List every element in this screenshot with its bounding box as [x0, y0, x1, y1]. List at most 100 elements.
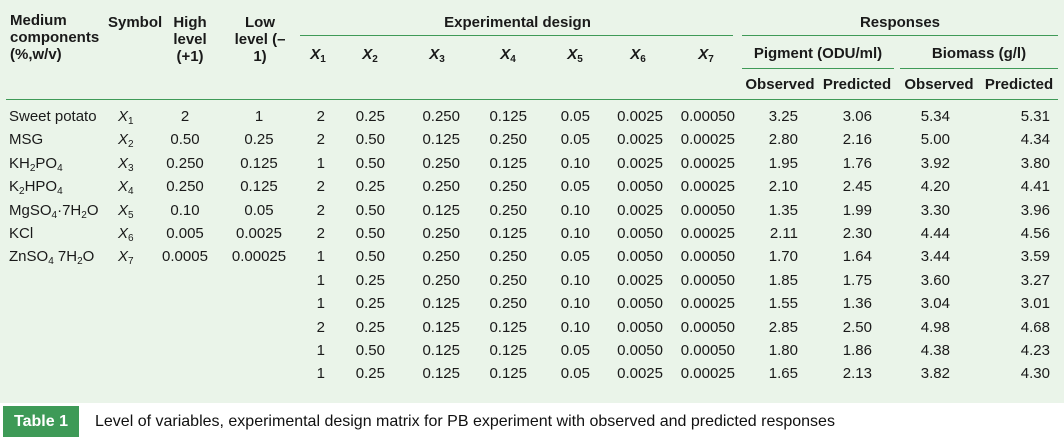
- header-x6: X6: [630, 46, 646, 65]
- cell-x1: 1: [316, 365, 325, 383]
- cell-x3: 0.125: [422, 295, 460, 313]
- cell-biomass-predicted: 5.31: [1020, 108, 1050, 125]
- cell-biomass-predicted: 3.01: [1020, 295, 1050, 313]
- cell-x5: 0.05: [560, 248, 590, 266]
- cell-x5: 0.10: [560, 295, 590, 313]
- cell-x4: 0.250: [489, 248, 527, 266]
- cell-x2: 0.50: [355, 248, 385, 266]
- cell-x1: 1: [316, 295, 325, 313]
- cell-biomass-observed: 4.20: [920, 178, 950, 196]
- cell-pigment-predicted: 1.76: [842, 154, 872, 172]
- cell-biomass-predicted: 3.80: [1020, 154, 1050, 172]
- variable-symbol: X4: [118, 178, 134, 198]
- header-biomass: Biomass (g/l): [931, 45, 1027, 62]
- cell-x1: 1: [316, 342, 325, 359]
- header-x4: X4: [500, 46, 516, 65]
- header-x7: X7: [698, 46, 714, 65]
- cell-x3: 0.250: [422, 178, 460, 196]
- variable-high-level: 0.0005: [162, 248, 208, 266]
- caption-text: Level of variables, experimental design …: [95, 413, 835, 430]
- cell-x2: 0.25: [355, 365, 385, 383]
- cell-x4: 0.250: [489, 178, 527, 196]
- variable-high-level: 0.250: [166, 154, 204, 172]
- cell-pigment-predicted: 2.45: [842, 178, 872, 196]
- rule-under-header: [6, 99, 1058, 100]
- cell-x6: 0.0050: [617, 342, 663, 359]
- header-responses: Responses: [859, 14, 941, 31]
- cell-pigment-observed: 1.85: [768, 271, 798, 289]
- cell-pigment-observed: 2.85: [768, 318, 798, 336]
- header-pigment-observed: Observed: [745, 76, 815, 93]
- cell-x1: 2: [316, 178, 325, 196]
- cell-x6: 0.0025: [617, 131, 663, 149]
- cell-pigment-predicted: 1.86: [842, 342, 872, 359]
- header-low-level: Low level (–1): [234, 14, 286, 65]
- variable-low-level: 0.05: [244, 201, 274, 219]
- cell-x5: 0.10: [560, 318, 590, 336]
- cell-biomass-predicted: 3.59: [1020, 248, 1050, 266]
- cell-x3: 0.250: [422, 248, 460, 266]
- cell-x5: 0.05: [560, 108, 590, 125]
- caption-label: Table 1: [3, 406, 79, 437]
- cell-pigment-predicted: 3.06: [842, 108, 872, 125]
- cell-biomass-observed: 4.38: [920, 342, 950, 359]
- cell-x6: 0.0050: [617, 318, 663, 336]
- cell-x7: 0.00050: [680, 201, 735, 219]
- variable-high-level: 0.50: [170, 131, 200, 149]
- cell-x1: 2: [316, 201, 325, 219]
- cell-x6: 0.0050: [617, 225, 663, 242]
- cell-biomass-observed: 3.04: [920, 295, 950, 313]
- cell-x5: 0.10: [560, 154, 590, 172]
- cell-x7: 0.00025: [680, 225, 735, 242]
- header-symbol: Symbol: [108, 14, 163, 31]
- cell-x7: 0.00025: [680, 295, 735, 313]
- cell-pigment-observed: 2.10: [768, 178, 798, 196]
- header-experimental-design: Experimental design: [444, 14, 591, 31]
- cell-pigment-observed: 1.70: [768, 248, 798, 266]
- cell-x5: 0.05: [560, 365, 590, 383]
- variable-name: MSG: [9, 131, 44, 149]
- cell-x4: 0.250: [489, 295, 527, 313]
- cell-x7: 0.00050: [680, 342, 735, 359]
- cell-x5: 0.05: [560, 131, 590, 149]
- cell-x4: 0.125: [489, 365, 527, 383]
- cell-x6: 0.0050: [617, 178, 663, 196]
- variable-low-level: 0.00025: [231, 248, 287, 266]
- cell-pigment-predicted: 2.50: [842, 318, 872, 336]
- cell-biomass-observed: 3.44: [920, 248, 950, 266]
- cell-x3: 0.125: [422, 342, 460, 359]
- header-x1: X1: [310, 46, 326, 65]
- cell-x6: 0.0025: [617, 365, 663, 383]
- cell-biomass-observed: 3.82: [920, 365, 950, 383]
- cell-biomass-observed: 3.60: [920, 271, 950, 289]
- cell-x2: 0.50: [355, 201, 385, 219]
- cell-x5: 0.10: [560, 271, 590, 289]
- variable-high-level: 0.005: [166, 225, 204, 242]
- cell-x3: 0.250: [422, 108, 460, 125]
- table-caption: Table 1 Level of variables, experimental…: [0, 403, 1064, 440]
- cell-biomass-predicted: 3.96: [1020, 201, 1050, 219]
- header-pigment: Pigment (ODU/ml): [753, 45, 883, 62]
- cell-pigment-observed: 1.80: [768, 342, 798, 359]
- header-high-level: High level (+1): [173, 14, 207, 65]
- variable-symbol: X6: [118, 225, 134, 244]
- cell-x1: 1: [316, 248, 325, 266]
- cell-x3: 0.250: [422, 225, 460, 242]
- cell-x3: 0.125: [422, 131, 460, 149]
- cell-x7: 0.00050: [680, 318, 735, 336]
- cell-pigment-predicted: 1.64: [842, 248, 872, 266]
- variable-symbol: X2: [118, 131, 134, 151]
- cell-x6: 0.0050: [617, 295, 663, 313]
- cell-pigment-predicted: 2.30: [842, 225, 872, 242]
- variable-low-level: 0.25: [244, 131, 274, 149]
- cell-biomass-predicted: 4.30: [1020, 365, 1050, 383]
- variable-name: KCl: [9, 225, 34, 242]
- cell-biomass-predicted: 4.68: [1020, 318, 1050, 336]
- cell-pigment-observed: 3.25: [768, 108, 798, 125]
- header-x3: X3: [429, 46, 445, 65]
- cell-x5: 0.10: [560, 201, 590, 219]
- cell-x4: 0.125: [489, 342, 527, 359]
- variable-low-level: 1: [254, 108, 264, 125]
- variable-low-level: 0.0025: [236, 225, 282, 242]
- cell-x1: 2: [316, 318, 325, 336]
